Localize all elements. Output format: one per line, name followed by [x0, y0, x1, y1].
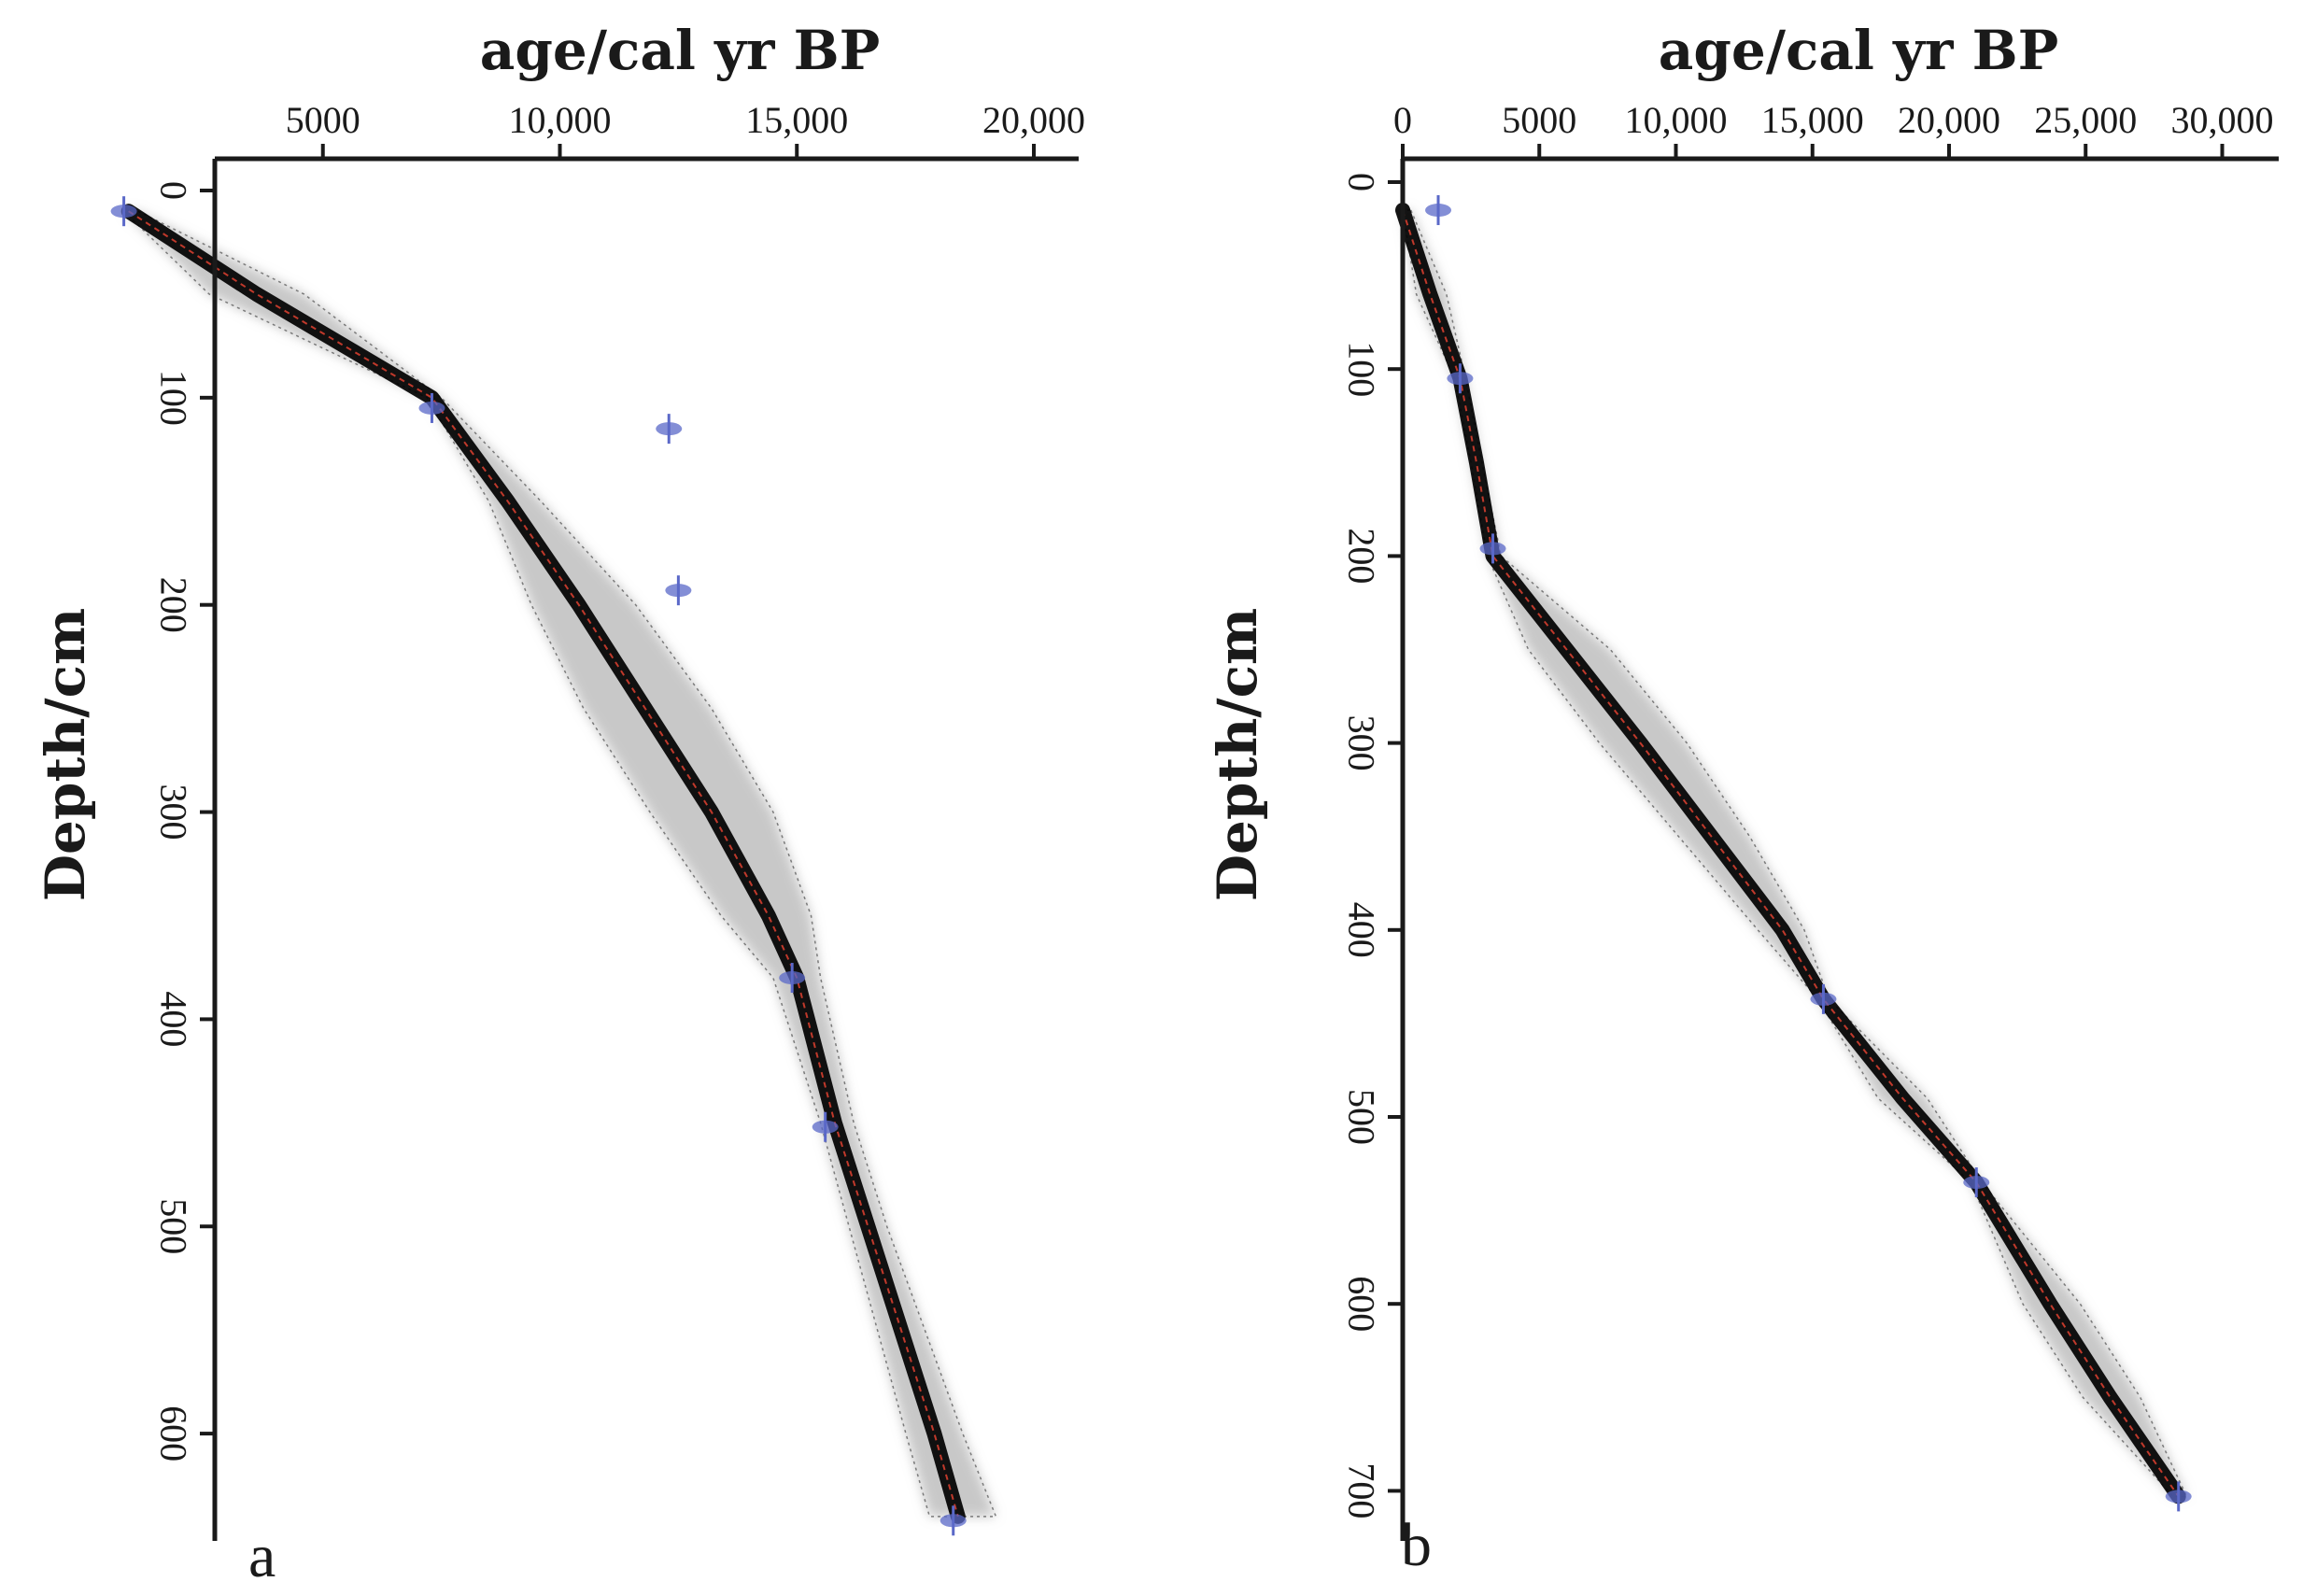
y-tick-label: 100 [153, 370, 195, 426]
y-tick-label: 400 [153, 991, 195, 1047]
panel-b-x-ticks: 0 5000 10,000 15,000 20,000 25,000 30,000 [1393, 99, 2274, 159]
calibrated-date-marker [779, 963, 806, 994]
x-tick-label: 10,000 [1625, 99, 1728, 141]
calibrated-date-marker [812, 1111, 839, 1142]
y-tick-label: 200 [1341, 528, 1383, 584]
panel-a-x-axis-title: age/cal yr BP [480, 19, 880, 82]
y-tick-label: 100 [1341, 341, 1383, 397]
x-tick-label: 30,000 [2171, 99, 2274, 141]
y-tick-label: 500 [153, 1198, 195, 1254]
x-tick-label: 10,000 [509, 99, 612, 141]
y-tick-label: 200 [153, 577, 195, 633]
x-tick-label: 15,000 [745, 99, 848, 141]
y-tick-label: 400 [1341, 902, 1383, 958]
calibrated-date-marker [656, 414, 683, 445]
calibrated-date-marker [665, 575, 692, 606]
uncertainty-envelope-fill [123, 211, 996, 1517]
calibrated-date-marker [110, 196, 137, 227]
panel-b-y-ticks: 0 100 200 300 400 500 600 700 [1341, 173, 1403, 1518]
panel-a-label: a [248, 1522, 276, 1590]
calibrated-date-marker [1963, 1167, 1990, 1198]
mean-age-depth-line [128, 210, 959, 1518]
y-tick-label: 0 [153, 181, 195, 200]
panel-a-x-ticks: 5000 10,000 15,000 20,000 [286, 99, 1085, 159]
calibrated-date-marker [1425, 195, 1452, 226]
panel-b-y-axis-title: Depth/cm [1206, 608, 1269, 902]
panel-b-label: b [1401, 1511, 1432, 1579]
x-tick-label: 15,000 [1761, 99, 1864, 141]
panel-a-y-axis-title: Depth/cm [34, 608, 97, 902]
panel-b-x-axis-title: age/cal yr BP [1659, 19, 2058, 82]
panel-b-chart: age/cal yr BP Depth/cm 0 5000 10,000 15,000… [1206, 19, 2279, 1579]
uncertainty-envelope-edge [121, 210, 997, 1518]
y-tick-label: 0 [1341, 173, 1383, 191]
y-tick-label: 500 [1341, 1089, 1383, 1145]
mean-age-depth-line [1402, 209, 2180, 1497]
calibrated-date-marker [2165, 1481, 2192, 1512]
x-tick-label: 0 [1393, 99, 1412, 141]
x-tick-label: 5000 [286, 99, 360, 141]
calibrated-date-marker [1447, 363, 1474, 394]
y-tick-label: 300 [153, 784, 195, 840]
x-tick-label: 20,000 [982, 99, 1085, 141]
y-tick-label: 700 [1341, 1462, 1383, 1518]
uncertainty-envelope-fill [1403, 210, 2187, 1497]
panel-a-uncertainty-envelope [121, 210, 997, 1518]
panel-a-model-lines [120, 204, 966, 1524]
y-tick-label: 600 [1341, 1276, 1383, 1332]
y-tick-label: 300 [1341, 715, 1383, 771]
panel-b-uncertainty-envelope [1402, 209, 2188, 1498]
panel-a-y-ticks: 0 100 200 300 400 500 600 [153, 181, 215, 1462]
calibrated-date-marker [1479, 533, 1506, 564]
panel-b-model-lines [1395, 203, 2186, 1504]
panel-a-calibrated-dates [110, 196, 967, 1536]
y-tick-label: 600 [153, 1405, 195, 1462]
x-tick-label: 25,000 [2034, 99, 2137, 141]
calibrated-date-marker [1810, 983, 1837, 1014]
panel-a-chart: age/cal yr BP Depth/cm 5000 10,000 15,000 2… [34, 19, 1085, 1590]
calibrated-date-marker [940, 1505, 967, 1536]
calibrated-date-marker [418, 392, 445, 423]
median-age-depth-line [120, 204, 966, 1524]
x-tick-label: 5000 [1502, 99, 1576, 141]
panel-b-calibrated-dates [1425, 195, 2192, 1512]
x-tick-label: 20,000 [1898, 99, 2000, 141]
